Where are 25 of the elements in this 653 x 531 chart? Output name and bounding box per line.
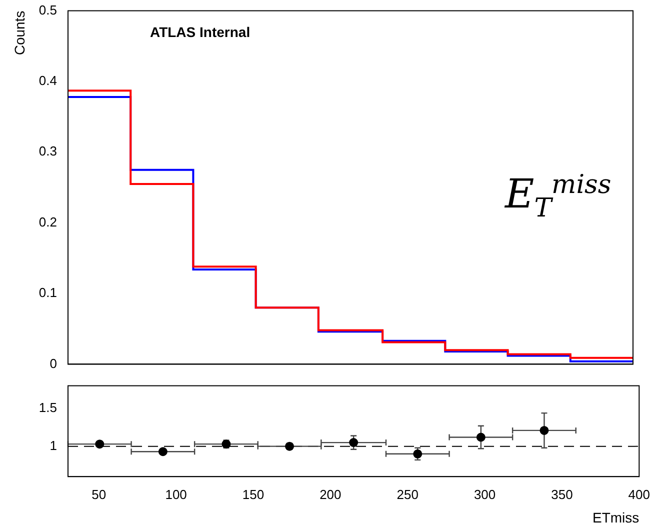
y-tick-label: 0.1	[38, 285, 57, 300]
point	[476, 432, 486, 442]
x-tick-label: 250	[396, 486, 418, 502]
point	[158, 447, 168, 456]
y-axis-title: Counts	[11, 10, 28, 56]
x-tick-label: 200	[320, 486, 342, 502]
x-tick-label: 50	[92, 486, 106, 502]
x-tick-label: 150	[242, 486, 264, 502]
point	[413, 449, 422, 458]
y-tick-label: 1	[50, 438, 57, 453]
annotation: ATLAS Internal	[150, 24, 250, 40]
x-tick-label: 100	[165, 486, 187, 502]
x-tick-label: 400	[628, 486, 650, 502]
y-tick-label: 0	[50, 356, 57, 371]
point	[540, 426, 549, 435]
y-tick-label: 0.4	[38, 73, 57, 88]
x-tick-label: 350	[551, 486, 573, 502]
y-tick-label: 0.2	[38, 214, 57, 230]
y-tick-label: 0.5	[38, 2, 57, 18]
point	[349, 438, 358, 448]
y-tick-label: 0.3	[38, 144, 57, 159]
y-tick-label: 1.5	[38, 400, 57, 416]
point	[95, 440, 104, 449]
x-tick-label: 300	[474, 486, 496, 502]
x-axis-title: ETmiss	[592, 509, 640, 526]
